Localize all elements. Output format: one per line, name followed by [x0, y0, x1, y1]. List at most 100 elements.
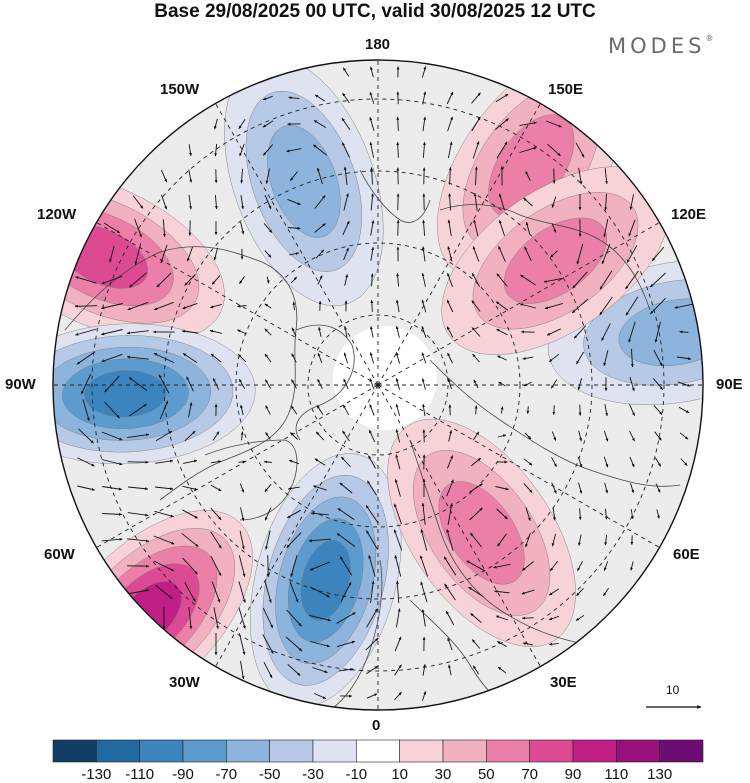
- wind-arrow: [290, 432, 298, 440]
- wind-arrow: [525, 507, 531, 522]
- wind-arrow: [262, 95, 273, 101]
- wind-arrow: [422, 91, 427, 105]
- wind-arrow: [263, 661, 273, 679]
- wind-arrow: [551, 457, 557, 468]
- wind-arrow: [628, 219, 636, 237]
- wind-arrow: [239, 530, 245, 550]
- wind-arrow: [341, 456, 351, 468]
- wind-arrow: [603, 561, 609, 571]
- wind-arrow: [550, 250, 558, 258]
- wind-arrow: [188, 194, 193, 210]
- wind-arrow: [474, 166, 478, 186]
- wind-arrow: [572, 271, 588, 289]
- wind-arrow: [448, 167, 452, 185]
- wind-arrow: [677, 381, 691, 387]
- wind-arrow: [369, 116, 375, 131]
- wind-arrow: [649, 297, 667, 315]
- wind-arrow: [421, 691, 427, 701]
- wind-arrow: [315, 431, 325, 441]
- wind-arrow: [551, 223, 557, 233]
- wind-arrow: [468, 586, 484, 598]
- wind-arrow: [339, 556, 353, 576]
- wind-arrow: [447, 116, 453, 132]
- wind-arrow: [628, 321, 636, 343]
- wind-arrow: [182, 302, 198, 310]
- wind-arrow: [188, 169, 193, 183]
- wind-arrow: [679, 432, 689, 440]
- wind-arrow: [127, 538, 150, 543]
- wind-arrow: [312, 667, 328, 673]
- wind-arrow: [551, 533, 557, 547]
- meridian-line: [377, 384, 541, 667]
- wind-arrow: [571, 298, 589, 314]
- meridian-line: [96, 222, 379, 386]
- wind-arrow: [240, 660, 245, 680]
- wind-arrow: [472, 246, 480, 262]
- wind-arrow: [422, 663, 426, 676]
- wind-arrow: [289, 252, 300, 256]
- wind-arrow: [370, 326, 374, 338]
- wind-arrow: [497, 533, 507, 547]
- wind-arrow: [156, 272, 172, 288]
- wind-arrow: [181, 329, 199, 334]
- wind-arrow: [496, 273, 508, 287]
- wind-arrow: [394, 479, 401, 497]
- wind-arrow: [522, 356, 534, 360]
- wind-arrow: [603, 456, 609, 468]
- wind-arrow: [101, 537, 123, 542]
- wind-arrow: [210, 484, 222, 492]
- wind-arrow: [550, 379, 558, 389]
- wind-arrow: [153, 352, 175, 364]
- wind-arrow: [575, 615, 585, 621]
- wind-arrow: [341, 117, 351, 131]
- wind-arrow: [313, 144, 327, 156]
- wind-arrow: [134, 243, 142, 266]
- brand-mark: ®: [705, 34, 714, 43]
- colorbar: [52, 739, 704, 763]
- wind-arrow: [212, 431, 220, 441]
- wind-arrow: [290, 171, 298, 181]
- lon-label-90e: 90E: [716, 376, 743, 393]
- wind-arrow: [544, 302, 564, 310]
- wind-arrow: [604, 404, 608, 417]
- wind-arrow: [287, 486, 300, 490]
- wind-arrow: [288, 459, 299, 465]
- wind-arrow: [625, 270, 639, 290]
- contour-band: [618, 298, 703, 366]
- meridian-line: [377, 222, 660, 386]
- wind-arrow: [443, 556, 457, 576]
- wind-arrow: [498, 245, 506, 262]
- wind-arrow: [630, 348, 634, 368]
- wind-arrow: [209, 303, 222, 309]
- wind-arrow: [521, 589, 535, 595]
- wind-arrow: [604, 482, 608, 494]
- wind-arrow: [552, 405, 556, 416]
- wind-arrow: [474, 405, 478, 415]
- wind-arrow: [369, 378, 375, 390]
- brand-logo: MODES®: [608, 34, 713, 58]
- wind-arrow: [286, 148, 302, 153]
- wind-arrow: [471, 639, 481, 649]
- wind-arrow: [578, 508, 582, 521]
- wind-arrow: [310, 586, 331, 598]
- wind-arrow: [469, 483, 483, 493]
- wind-arrow: [551, 482, 557, 494]
- wind-arrow: [264, 195, 272, 210]
- wind-arrow: [446, 455, 454, 469]
- wind-arrow: [630, 483, 635, 494]
- wind-arrow: [551, 196, 557, 208]
- wind-vectors: [74, 66, 694, 701]
- wind-arrow: [421, 66, 427, 78]
- wind-arrow: [76, 351, 96, 365]
- wind-arrow: [338, 668, 354, 672]
- wind-arrow: [370, 246, 375, 261]
- wind-arrow: [370, 193, 374, 211]
- wind-arrow: [184, 274, 196, 286]
- wind-arrow: [265, 168, 270, 184]
- colorbar-swatch: [139, 739, 184, 763]
- wind-arrow: [448, 193, 452, 211]
- wind-arrow: [286, 509, 301, 519]
- wind-arrow: [312, 485, 327, 491]
- wind-arrow: [548, 642, 559, 646]
- wind-arrow: [262, 607, 274, 629]
